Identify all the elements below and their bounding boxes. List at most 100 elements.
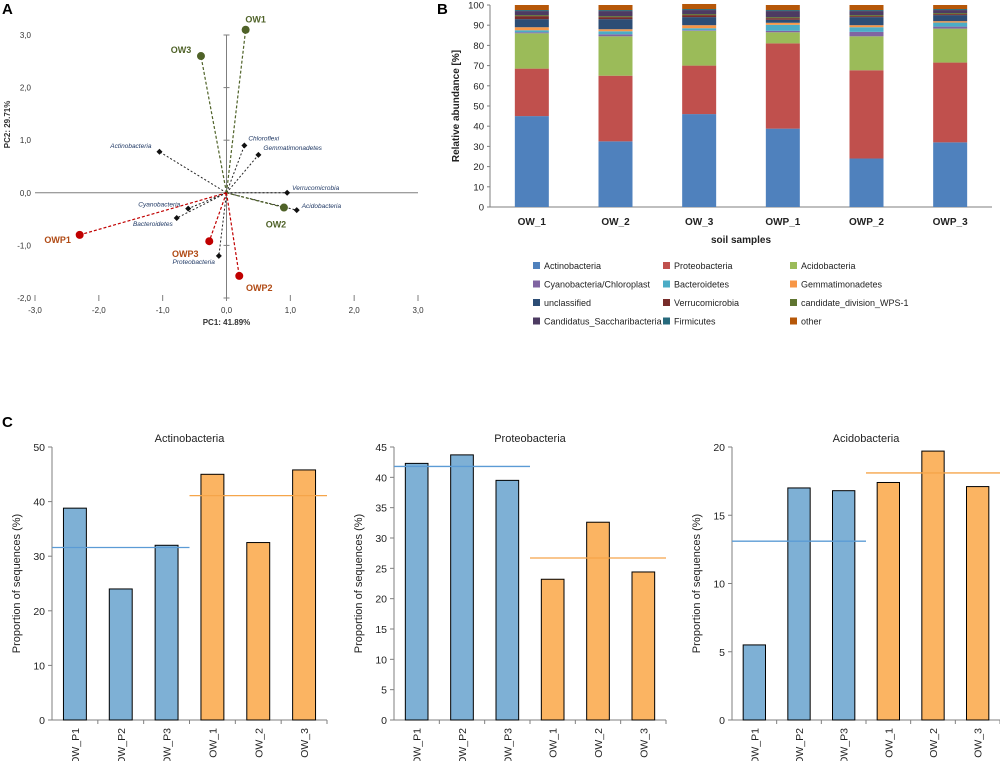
taxon-vector-proteobacteria — [218, 192, 227, 256]
acido-y-tick-label: 20 — [713, 442, 725, 454]
legend-label-unclassified: unclassified — [544, 298, 591, 308]
actino-x-tick-label: OW_P1 — [70, 728, 82, 761]
legend-swatch-candidate-division-wps-1 — [790, 299, 797, 306]
proteo-y-tick-label: 0 — [381, 715, 387, 727]
stack-segment-ow-1-candidatus-saccharibacteria — [514, 11, 549, 16]
sample-point-owp3 — [205, 237, 214, 246]
composition-x-tick-label: OW_3 — [685, 217, 714, 228]
actino-bar-ow-p2 — [108, 588, 133, 721]
taxon-label-gemmatimonadetes: Gemmatimonadetes — [263, 145, 322, 152]
pca-y-axis-title: PC2: 29.71% — [3, 101, 12, 149]
pca-y-tick-label: 3,0 — [20, 31, 32, 40]
pca-x-tick-label: 0,0 — [221, 306, 233, 315]
composition-y-tick-label: 20 — [473, 162, 484, 173]
taxon-vector-actinobacteria — [159, 151, 227, 194]
stack-segment-owp-2-verrucomicrobia — [849, 16, 884, 18]
proteo-y-tick-label: 20 — [375, 594, 387, 606]
acido-x-tick-label: OW_P1 — [749, 728, 761, 761]
stack-segment-owp-3-bacteroidetes — [933, 22, 968, 27]
actino-y-tick-label: 30 — [33, 551, 45, 563]
pca-x-tick-label: 1,0 — [285, 306, 297, 315]
pca-x-tick-label: 2,0 — [349, 306, 361, 315]
stack-segment-ow-1-acidobacteria — [514, 33, 549, 69]
actino-bar-ow-p1 — [62, 507, 87, 721]
actino-chart-title: Actinobacteria — [155, 433, 226, 445]
sample-vector-owp2 — [225, 192, 240, 276]
stack-segment-ow-2-cyanobacteria-chloroplast — [598, 34, 633, 37]
sample-label-ow2: OW2 — [266, 220, 287, 230]
taxon-vector-cyanobacteria — [188, 192, 227, 210]
legend-swatch-cyanobacteria-chloroplast — [533, 280, 540, 288]
pca-y-tick-label: -2,0 — [17, 294, 31, 303]
acido-x-tick-label: OW_1 — [883, 728, 895, 758]
stack-segment-owp-2-candidate-division-wps-1 — [849, 15, 884, 17]
composition-y-tick-label: 50 — [473, 102, 484, 113]
stack-segment-owp-1-other — [765, 5, 800, 11]
stack-segment-ow-3-gemmatimonadetes — [682, 25, 717, 29]
taxon-marker-proteobacteria — [215, 252, 222, 259]
stack-segment-owp-1-candidatus-saccharibacteria — [765, 11, 800, 18]
composition-x-tick-label: OW_1 — [518, 217, 547, 228]
proteo-x-tick-label: OW_2 — [593, 728, 605, 758]
stack-segment-ow-2-bacteroidetes — [598, 31, 633, 35]
stack-segment-ow-1-candidate-division-wps-1 — [514, 15, 549, 17]
composition-y-tick-label: 30 — [473, 142, 484, 153]
legend-label-actinobacteria: Actinobacteria — [544, 261, 601, 271]
stack-segment-ow-3-firmicutes — [682, 9, 717, 11]
proteo-y-tick-label: 10 — [375, 654, 387, 666]
stack-segment-owp-3-other — [933, 5, 968, 10]
pca-y-tick-label: 2,0 — [20, 84, 32, 93]
actino-y-tick-label: 0 — [39, 715, 45, 727]
acido-y-tick-label: 0 — [719, 715, 725, 727]
actino-y-tick-label: 40 — [33, 497, 45, 509]
pca-y-tick-label: 0,0 — [20, 189, 32, 198]
taxon-marker-verrucomicrobia — [284, 189, 291, 196]
pca-x-tick-label: -2,0 — [92, 306, 106, 315]
taxon-vector-gemmatimonadetes — [226, 154, 259, 194]
taxon-marker-gemmatimonadetes — [255, 151, 262, 158]
acido-x-tick-label: OW_P3 — [839, 728, 851, 761]
pca-y-tick-label: -1,0 — [17, 241, 31, 250]
legend-label-acidobacteria: Acidobacteria — [801, 261, 856, 271]
proteo-y-tick-label: 35 — [375, 503, 387, 515]
proteo-y-tick-label: 45 — [375, 442, 387, 454]
actino-y-tick-label: 20 — [33, 606, 45, 618]
taxon-marker-actinobacteria — [156, 148, 163, 155]
acido-bar-ow-1 — [876, 481, 901, 721]
stack-segment-owp-2-actinobacteria — [849, 158, 884, 207]
stack-segment-ow-1-gemmatimonadetes — [514, 27, 549, 31]
acido-chart-title: Acidobacteria — [833, 433, 901, 445]
stack-segment-ow-2-unclassified — [598, 19, 633, 30]
legend-label-candidatus-saccharibacteria: Candidatus_Saccharibacteria — [544, 317, 662, 327]
stack-segment-owp-2-firmicutes — [849, 10, 884, 12]
actino-y-tick-label: 10 — [33, 660, 45, 672]
proteo-x-tick-label: OW_P1 — [412, 728, 424, 761]
acido-bar-ow-p2 — [787, 487, 811, 721]
stack-segment-owp-3-proteobacteria — [933, 62, 968, 143]
stack-segment-ow-1-actinobacteria — [514, 116, 549, 207]
stack-segment-ow-3-candidatus-saccharibacteria — [682, 10, 717, 15]
acido-y-tick-label: 10 — [713, 579, 725, 591]
stack-segment-ow-3-bacteroidetes — [682, 28, 717, 31]
stack-segment-ow-1-firmicutes — [514, 10, 549, 12]
taxon-label-proteobacteria: Proteobacteria — [173, 259, 216, 266]
actino-x-tick-label: OW_1 — [207, 728, 219, 758]
stack-segment-owp-2-cyanobacteria-chloroplast — [849, 31, 884, 37]
proteo-bar-ow-1 — [540, 578, 565, 721]
legend-label-proteobacteria: Proteobacteria — [674, 261, 733, 271]
proteo-y-tick-label: 30 — [375, 533, 387, 545]
sample-vector-ow3 — [200, 55, 228, 193]
stack-segment-owp-3-unclassified — [933, 15, 968, 22]
proteo-y-tick-label: 15 — [375, 624, 387, 636]
stack-segment-owp-1-proteobacteria — [765, 43, 800, 129]
acido-y-axis-title: Proportion of sequences (%) — [691, 514, 703, 653]
proteo-bar-ow-2 — [586, 521, 610, 721]
stack-segment-owp-1-actinobacteria — [765, 128, 800, 207]
composition-x-tick-label: OWP_3 — [933, 217, 968, 228]
stack-segment-ow-1-other — [514, 5, 549, 11]
actino-bar-ow-2 — [246, 542, 271, 721]
actino-y-tick-label: 50 — [33, 442, 45, 454]
stack-segment-ow-2-firmicutes — [598, 10, 633, 12]
legend-swatch-gemmatimonadetes — [790, 280, 797, 288]
actino-bar-ow-3 — [292, 469, 317, 721]
